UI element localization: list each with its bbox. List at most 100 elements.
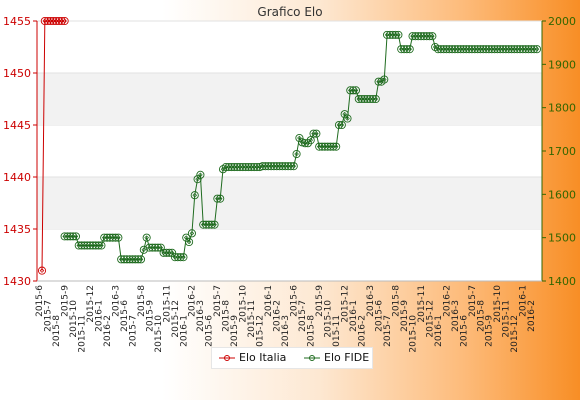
elo-fide-point [329,142,338,151]
x-tick-label: 2016-2 [357,315,367,347]
elo-fide-point [142,233,151,242]
x-tick-label: 2015-10 [493,285,503,323]
x-tick-label: 2015-8 [307,315,317,347]
elo-fide-point [306,136,315,145]
x-tick-label: 2015-7 [468,285,478,317]
x-tick-label: 2015-6 [459,315,469,347]
y-right-tick-label: 1900 [548,58,576,71]
elo-fide-series [60,30,542,264]
x-tick-label: 2016-3 [451,300,461,332]
elo-fide-point [207,220,216,229]
elo-fide-point-marker [189,231,195,236]
elo-fide-point [190,191,199,200]
elo-fide-point [289,162,298,171]
elo-fide-point-marker [183,235,189,240]
x-tick-label: 2015-12 [340,285,350,323]
x-tick-label: 2015-7 [298,300,308,332]
elo-italia-point [60,16,69,26]
elo-fide-point [97,241,106,250]
elo-fide-point [368,94,377,104]
elo-fide-point-marker [169,250,175,256]
x-tick-label: 2016-1 [434,315,444,347]
elo-fide-point [71,232,80,241]
elo-fide-point-marker [217,196,223,201]
elo-fide-point [187,229,196,238]
elo-fide-point [349,86,358,95]
y-left-tick-label: 1440 [3,171,31,184]
elo-fide-point-marker [195,176,200,182]
y-right-tick-label: 1400 [548,275,576,288]
elo-fide-point [139,245,148,254]
elo-fide-point-marker [138,257,144,262]
elo-fide-point [292,149,301,159]
elo-fide-point [351,86,361,95]
x-tick-label: 2015-12 [425,300,435,338]
elo-fide-point [532,45,542,54]
elo-fide-point [185,237,194,247]
elo-fide-point [153,243,163,252]
elo-fide-point [332,142,341,151]
x-tick-label: 2015-11 [332,315,342,353]
elo-fide-point-marker [314,131,319,136]
elo-fide-point-marker [141,247,147,253]
elo-fide-point [179,253,188,262]
y-left-tick-label: 1450 [3,67,31,80]
elo-fide-point [312,129,321,138]
x-tick-label: 2015-10 [154,315,164,353]
x-tick-label: 2015-8 [52,315,62,347]
chart-legend: Elo Italia Elo FIDE [211,347,373,369]
elo-fide-point-marker [192,192,198,198]
elo-italia-point [37,266,47,275]
elo-fide-point [210,220,219,229]
x-tick-label: 2015-12 [510,315,520,353]
y-right-tick-label: 1700 [548,145,576,158]
elo-fide-point-marker [73,234,79,239]
x-tick-label: 2015-9 [485,315,495,347]
x-tick-label: 2015-7 [383,315,393,347]
x-tick-label: 2016-1 [94,300,104,332]
x-tick-label: 2016-1 [179,315,189,347]
x-tick-label: 2015-12 [256,315,266,353]
elo-fide-point-marker [291,163,297,169]
y-right-tick-label: 1600 [548,188,576,201]
elo-fide-point [530,45,539,54]
grid-band [37,73,542,125]
plot-area [37,21,542,281]
elo-fide-point [377,77,386,86]
elo-fide-point-marker [158,245,164,250]
x-tick-label: 2015-8 [137,285,147,317]
x-tick-label: 2016-3 [111,285,121,317]
elo-fide-point [286,162,295,171]
x-tick-label: 2015-12 [171,300,181,338]
elo-fide-point-marker [186,239,192,245]
elo-fide-point [337,120,346,130]
elo-fide-point-marker [353,88,359,93]
elo-fide-point [218,165,228,174]
elo-fide-point [343,114,352,123]
elo-italia-point-marker [39,268,45,273]
elo-fide-point-marker [181,254,186,260]
elo-fide-point [340,110,349,119]
x-tick-label: 2015-8 [476,300,486,332]
x-tick-label: 2015-9 [400,300,410,332]
elo-fide-point [405,45,414,54]
elo-fide-point-marker [373,96,379,102]
x-tick-label: 2015-10 [69,300,79,338]
x-tick-label: 2016-2 [273,300,283,332]
elo-fide-point [371,94,380,104]
x-tick-label: 2015-10 [324,300,334,338]
x-tick-label: 2016-1 [519,285,529,317]
grid-band [37,177,542,229]
x-tick-label: 2015-11 [502,300,512,338]
elo-fide-point [425,32,434,41]
elo-fide-point [394,30,403,39]
elo-fide-point [136,255,146,264]
y-right-tick-label: 1800 [548,102,576,115]
elo-fide-point-marker [430,33,435,39]
elo-fide-point [295,133,304,143]
elo-fide-point [380,75,389,84]
elo-fide-point-marker [333,144,339,149]
x-tick-label: 2016-2 [527,300,537,332]
